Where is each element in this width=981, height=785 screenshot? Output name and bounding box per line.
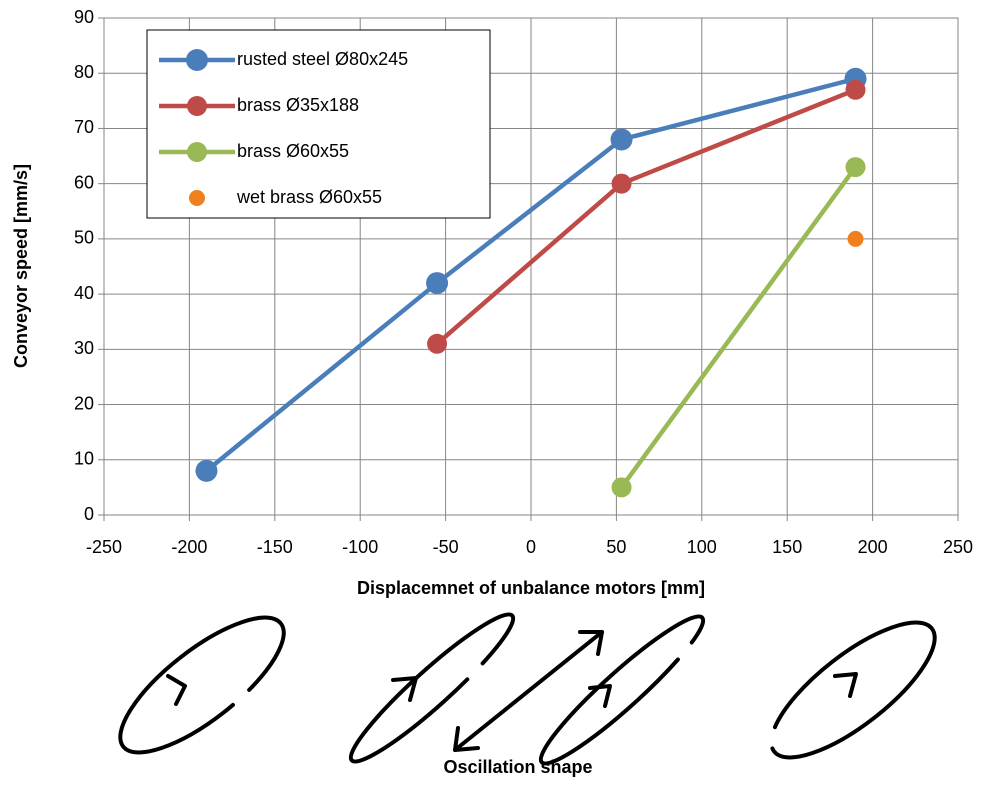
series-line xyxy=(205,76,857,473)
y-tick-label: 90 xyxy=(74,7,94,27)
data-point xyxy=(845,79,866,100)
x-axis-title: Displacemnet of unbalance motors [mm] xyxy=(357,578,705,598)
data-point xyxy=(611,173,632,194)
x-tick-label: -250 xyxy=(86,537,122,557)
series-line xyxy=(435,87,857,346)
y-tick-label: 70 xyxy=(74,117,94,137)
legend-marker xyxy=(187,96,207,116)
y-tick-label: 80 xyxy=(74,62,94,82)
series-line xyxy=(619,165,858,489)
y-tick-label: 30 xyxy=(74,338,94,358)
y-tick-label: 10 xyxy=(74,449,94,469)
legend-marker xyxy=(186,49,208,71)
y-axis-title: Conveyor speed [mm/s] xyxy=(11,164,31,368)
x-tick-label: 100 xyxy=(687,537,717,557)
y-tick-label: 40 xyxy=(74,283,94,303)
oscillation-shape xyxy=(348,612,604,764)
x-tick-label: -150 xyxy=(257,537,293,557)
oscillation-shape xyxy=(769,620,937,760)
legend-marker xyxy=(187,142,207,162)
legend: rusted steel Ø80x245 brass Ø35x188 brass Ø… xyxy=(146,29,491,219)
x-tick-label: -100 xyxy=(342,537,378,557)
y-tick-label: 50 xyxy=(74,228,94,248)
x-tick-label: -50 xyxy=(433,537,459,557)
y-tick-label: 0 xyxy=(84,504,94,524)
y-tick-label: 20 xyxy=(74,393,94,413)
x-tick-label: -200 xyxy=(171,537,207,557)
plot xyxy=(195,67,867,498)
oscillation-shape xyxy=(118,615,286,755)
y-tick-label: 60 xyxy=(74,172,94,192)
plot-border xyxy=(103,17,959,516)
data-point xyxy=(845,157,866,178)
x-tick-label: 200 xyxy=(858,537,888,557)
x-tick-label: 50 xyxy=(606,537,626,557)
data-point xyxy=(195,459,218,482)
oscillation-label: Oscillation shape xyxy=(443,757,592,777)
x-tick-label: 0 xyxy=(526,537,536,557)
x-tick-label: 150 xyxy=(772,537,802,557)
data-point xyxy=(847,230,864,247)
x-tick-label: 250 xyxy=(943,537,973,557)
data-point xyxy=(611,477,632,498)
legend-label: wet brass Ø60x55 xyxy=(236,187,382,207)
legend-label: rusted steel Ø80x245 xyxy=(237,49,408,69)
legend-label: brass Ø35x188 xyxy=(237,95,359,115)
oscillation-shape xyxy=(538,614,706,766)
data-point xyxy=(427,333,448,354)
legend-marker xyxy=(189,190,205,206)
data-point xyxy=(426,272,449,295)
legend-label: brass Ø60x55 xyxy=(237,141,349,161)
data-point xyxy=(610,128,633,151)
oscillation-shapes xyxy=(118,612,937,766)
